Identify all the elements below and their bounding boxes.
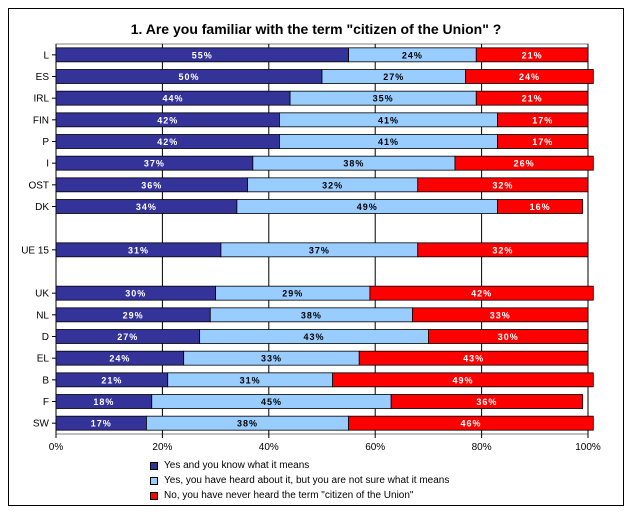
x-tick-label: 40%: [259, 442, 279, 453]
category-label: EL: [37, 354, 50, 365]
category-label: D: [42, 332, 49, 343]
data-label: 55%: [192, 50, 213, 60]
data-label: 38%: [237, 419, 258, 429]
category-label: P: [42, 137, 49, 148]
legend-swatch-heard: [150, 476, 158, 485]
category-label: UE 15: [21, 245, 49, 256]
legend-item-never: No, you have never heard the term "citiz…: [150, 488, 449, 503]
category-label: B: [42, 375, 49, 386]
data-label: 42%: [157, 137, 178, 147]
data-label: 42%: [471, 289, 492, 299]
data-label: 31%: [240, 375, 261, 385]
data-label: 30%: [125, 289, 146, 299]
data-label: 34%: [136, 202, 157, 212]
legend-label-know: Yes and you know what it means: [164, 460, 310, 471]
data-label: 45%: [261, 397, 282, 407]
data-label: 36%: [476, 397, 497, 407]
bar-segment: [475, 90, 589, 106]
category-label: DK: [35, 202, 49, 213]
bar-segment: [497, 199, 584, 214]
bar-segment: [417, 242, 589, 258]
category-label: SW: [33, 419, 50, 430]
bar-segment: [465, 69, 594, 84]
legend-label-heard: Yes, you have heard about it, but you ar…: [164, 475, 450, 486]
x-tick-label: 100%: [575, 442, 601, 453]
bar-segment: [475, 47, 589, 63]
x-tick-label: 60%: [365, 442, 385, 453]
x-tick-label: 20%: [152, 442, 172, 453]
data-label: 43%: [304, 332, 325, 342]
bar-segment: [412, 307, 589, 323]
data-label: 42%: [157, 115, 178, 125]
data-label: 35%: [373, 94, 394, 104]
data-label: 21%: [101, 375, 122, 385]
legend-item-know: Yes and you know what it means: [150, 458, 449, 473]
data-label: 17%: [532, 115, 553, 125]
data-label: 38%: [343, 159, 364, 169]
data-label: 26%: [514, 159, 535, 169]
data-label: 30%: [498, 332, 519, 342]
data-label: 27%: [383, 72, 404, 82]
data-label: 49%: [452, 375, 473, 385]
data-label: 18%: [93, 397, 114, 407]
data-label: 32%: [492, 180, 513, 190]
category-label: ES: [36, 72, 50, 83]
data-label: 50%: [178, 72, 199, 82]
category-label: FIN: [33, 115, 49, 126]
category-label: F: [43, 397, 49, 408]
data-label: 41%: [378, 137, 399, 147]
bar-segment: [358, 350, 589, 366]
data-label: 33%: [490, 310, 511, 320]
x-tick-label: 80%: [472, 442, 492, 453]
bar-segment: [497, 112, 589, 128]
bar-segment: [427, 329, 589, 344]
data-label: 29%: [123, 310, 144, 320]
data-label: 32%: [492, 245, 513, 255]
data-label: 21%: [522, 94, 543, 104]
chart-title: 1. Are you familiar with the term "citiz…: [130, 21, 502, 37]
legend-swatch-never: [150, 491, 158, 500]
data-label: 49%: [357, 202, 378, 212]
data-label: 43%: [463, 354, 484, 364]
data-label: 24%: [109, 354, 130, 364]
data-label: 38%: [301, 310, 322, 320]
data-label: 16%: [530, 202, 551, 212]
data-label: 27%: [117, 332, 138, 342]
bar-segment: [390, 394, 584, 409]
data-label: 37%: [144, 159, 165, 169]
data-label: 37%: [309, 245, 330, 255]
data-label: 29%: [282, 289, 303, 299]
data-label: 17%: [91, 419, 112, 429]
bar-segment: [369, 285, 594, 301]
data-label: 24%: [402, 50, 423, 60]
category-label: OST: [28, 180, 49, 191]
data-label: 31%: [128, 245, 149, 255]
legend-item-heard: Yes, you have heard about it, but you ar…: [150, 473, 449, 488]
data-label: 44%: [163, 94, 184, 104]
data-label: 17%: [532, 137, 553, 147]
bar-segment: [497, 134, 589, 149]
bar-segment: [417, 177, 589, 193]
x-tick-label: 0%: [49, 442, 64, 453]
bar-segment: [332, 372, 594, 388]
data-label: 33%: [261, 354, 282, 364]
category-label: L: [43, 50, 49, 61]
bar-segment: [348, 415, 594, 431]
plot-area: [55, 43, 589, 435]
legend: Yes and you know what it means Yes, you …: [150, 458, 449, 503]
category-label: UK: [35, 289, 49, 300]
data-label: 21%: [522, 50, 543, 60]
data-label: 41%: [378, 115, 399, 125]
data-label: 36%: [141, 180, 162, 190]
legend-label-never: No, you have never heard the term "citiz…: [164, 490, 414, 501]
data-label: 32%: [322, 180, 343, 190]
data-label: 24%: [519, 72, 540, 82]
bar-segment: [454, 155, 594, 171]
category-label: I: [46, 159, 49, 170]
legend-swatch-know: [150, 461, 158, 470]
category-label: NL: [36, 310, 49, 321]
category-label: IRL: [33, 94, 49, 105]
data-label: 46%: [460, 419, 481, 429]
